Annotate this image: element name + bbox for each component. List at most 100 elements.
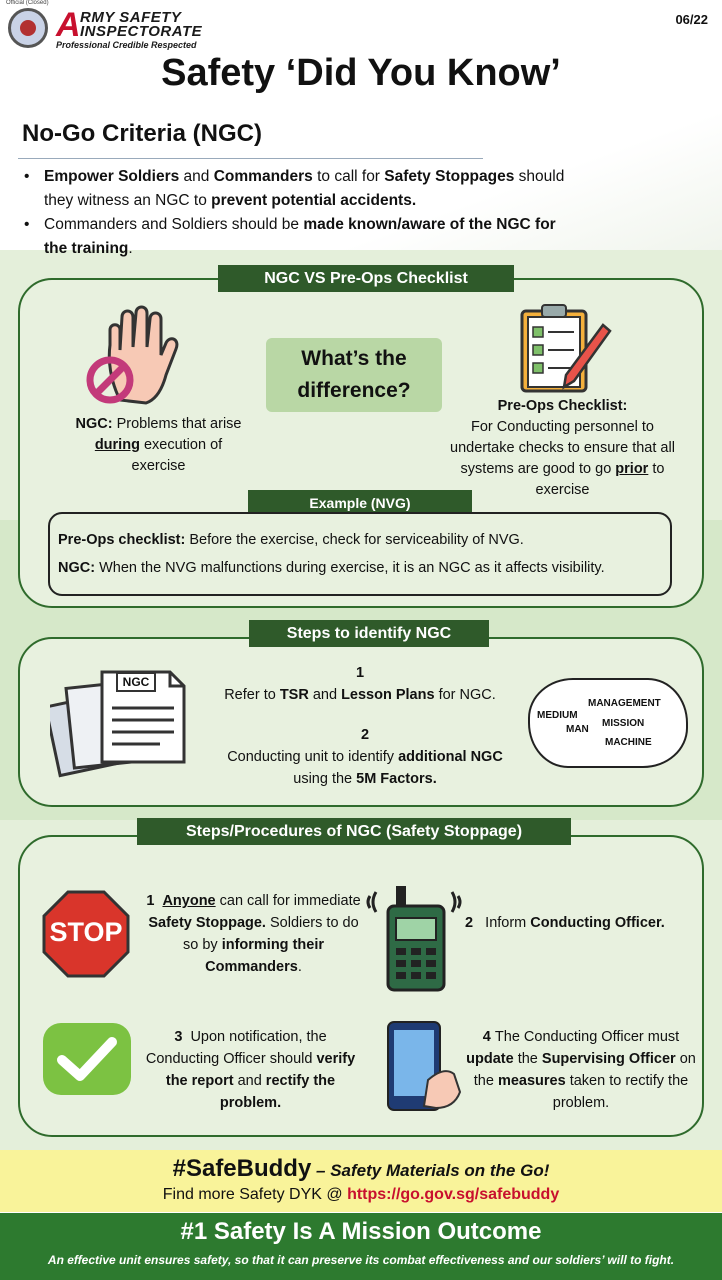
- bullet-text: and: [179, 168, 214, 185]
- bullet-text: to call for: [312, 168, 385, 185]
- procedure-text: the: [513, 1051, 542, 1067]
- footer-band: [0, 1213, 722, 1280]
- procedure-bold: Supervising Officer: [541, 1051, 676, 1067]
- five-m-cloud: [528, 678, 688, 768]
- procedure-text: .: [297, 959, 302, 975]
- step-bold: 5M Factors.: [356, 771, 437, 787]
- steps-banner: Steps to identify NGC: [249, 620, 489, 647]
- ngc-text: Problems that arise: [112, 416, 242, 432]
- step-number: 1: [355, 665, 365, 681]
- procedure-text: The Conducting Officer must: [494, 1029, 680, 1045]
- example-text: When the NVG malfunctions during exercis…: [95, 560, 605, 576]
- procedure-text: on the: [473, 1051, 696, 1089]
- comparison-banner: NGC VS Pre-Ops Checklist: [218, 265, 514, 292]
- procedure-text: Soldiers to do so by: [183, 915, 359, 953]
- procedure-number: 1: [146, 893, 155, 909]
- procedure-bold: Conducting Officer.: [530, 915, 665, 931]
- procedures-panel: [18, 835, 704, 1137]
- stop-hand-icon: [86, 305, 179, 405]
- stop-sign-text: STOP: [49, 917, 123, 947]
- preops-description: Pre-Ops Checklist: For Conducting person…: [440, 396, 685, 501]
- procedure-text: Upon notification, the Conducting Office…: [145, 1029, 327, 1067]
- procedure-text: Inform: [485, 915, 531, 931]
- promo-tagline: – Safety Materials on the Go!: [311, 1161, 550, 1180]
- bullet-bold: prevent potential accidents.: [211, 192, 417, 209]
- step-number: 2: [360, 727, 370, 743]
- promo-band: [0, 1150, 722, 1212]
- bullet-bold: made known/aware of the NGC for the trai…: [44, 216, 556, 257]
- bullet-bold: Empower Soldiers: [44, 168, 180, 185]
- preops-text: to exercise: [535, 461, 665, 498]
- brand-tagline: Professional Credible Respected: [56, 40, 197, 50]
- step-bold: additional NGC: [398, 749, 503, 765]
- example-line: NGC: When the NVG malfunctions during ex…: [58, 554, 660, 582]
- step-1: 1 Refer to TSR and Lesson Plans for NGC.: [200, 662, 520, 706]
- preops-text: For Conducting personnel to undertake ch…: [450, 419, 675, 477]
- procedure-bold: verify the report: [165, 1051, 356, 1089]
- bullet-bold: Safety Stoppages: [384, 168, 515, 185]
- promo-title: #SafeBuddy – Safety Materials on the Go!: [0, 1155, 722, 1183]
- stop-sign-icon: [42, 890, 130, 978]
- safebuddy-link[interactable]: https://go.gov.sg/safebuddy: [347, 1186, 560, 1203]
- step-text: Conducting unit to identify: [227, 749, 399, 765]
- procedure-2: 2 Inform Conducting Officer.: [465, 912, 695, 934]
- issue-number: 06/22: [675, 12, 708, 27]
- army-crest-logo: [8, 8, 48, 48]
- procedure-bold: Safety Stoppage.: [148, 915, 266, 931]
- step-text: and: [308, 687, 342, 703]
- ngc-text: execution of exercise: [131, 437, 223, 474]
- promo-find-text: Find more Safety DYK @: [162, 1186, 348, 1203]
- checkmark-icon: [43, 1023, 131, 1095]
- procedure-number: 3: [174, 1029, 183, 1045]
- factor-management: MANAGEMENT: [588, 698, 661, 709]
- bullet-text: .: [128, 240, 133, 257]
- procedure-number: 2: [465, 915, 474, 931]
- difference-callout: What’s the difference?: [266, 338, 442, 412]
- radio-walkie-talkie-icon: [366, 886, 462, 992]
- intro-bullets: Empower Soldiers and Commanders to call …: [22, 165, 582, 261]
- footer-subtitle: An effective unit ensures safety, so tha…: [47, 1253, 675, 1267]
- bullet-item: Empower Soldiers and Commanders to call …: [22, 165, 582, 213]
- bullet-text: should they witness an NGC to: [44, 168, 565, 209]
- procedure-text: taken to rectify the problem.: [552, 1073, 689, 1111]
- brand-line-2: INSPECTORATE: [80, 23, 203, 40]
- page-title: Safety ‘Did You Know’: [161, 52, 561, 94]
- example-text: Before the exercise, check for serviceab…: [185, 532, 524, 548]
- bullet-bold: Commanders: [213, 168, 313, 185]
- example-line: Pre-Ops checklist: Before the exercise, …: [58, 526, 660, 554]
- procedure-text: and: [233, 1073, 266, 1089]
- step-text: for NGC.: [434, 687, 496, 703]
- brand-line-1: RMY SAFETY: [80, 9, 182, 26]
- preops-emphasis: prior: [615, 461, 649, 477]
- procedure-bold: update: [466, 1051, 514, 1067]
- ngc-label: NGC:: [75, 416, 113, 432]
- procedure-bold: rectify the problem.: [219, 1073, 336, 1111]
- ngc-description: NGC: Problems that arise during executio…: [66, 414, 251, 477]
- subtitle-divider: [18, 158, 483, 159]
- example-label: Pre-Ops checklist:: [58, 532, 186, 548]
- classification-label: Official (Closed): [6, 0, 49, 6]
- procedure-number: 4: [482, 1029, 491, 1045]
- clipboard-checklist-icon: [520, 304, 612, 393]
- step-bold: TSR: [279, 687, 309, 703]
- factor-medium: MEDIUM: [537, 710, 578, 721]
- example-banner: Example (NVG): [248, 490, 472, 516]
- procedure-4: 4 The Conducting Officer must update the…: [463, 1026, 699, 1114]
- mobile-phone-icon: [387, 1021, 462, 1111]
- section-subtitle: No-Go Criteria (NGC): [22, 120, 262, 147]
- example-label: NGC:: [58, 560, 96, 576]
- brand-initial: A: [56, 6, 81, 44]
- procedure-1: 1 Anyone can call for immediate Safety S…: [146, 890, 361, 978]
- procedure-bold: informing their Commanders: [205, 937, 324, 975]
- bullet-item: Commanders and Soldiers should be made k…: [22, 213, 582, 261]
- procedure-text: can call for immediate: [215, 893, 361, 909]
- promo-hashtag: #SafeBuddy: [172, 1155, 312, 1182]
- documents-icon: [50, 670, 186, 778]
- bullet-text: Commanders and Soldiers should be: [44, 216, 304, 233]
- step-text: using the: [293, 771, 357, 787]
- step-bold: Lesson Plans: [341, 687, 435, 703]
- step-2: 2 Conducting unit to identify additional…: [200, 724, 530, 790]
- footer-title: #1 Safety Is A Mission Outcome: [180, 1218, 542, 1245]
- ngc-emphasis: during: [94, 437, 140, 453]
- promo-find-more: Find more Safety DYK @ https://go.gov.sg…: [0, 1186, 722, 1204]
